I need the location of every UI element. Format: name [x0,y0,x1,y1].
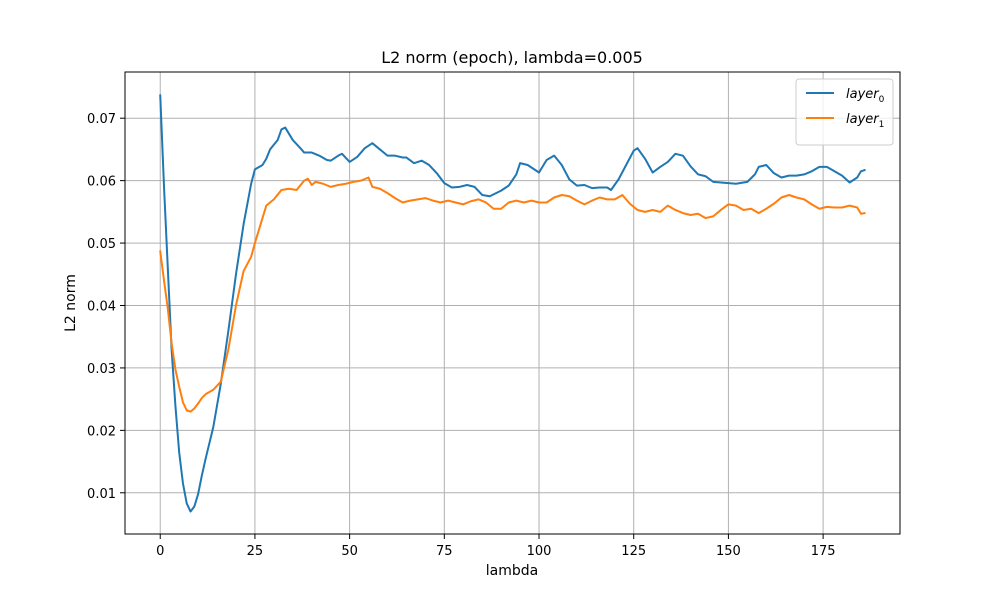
y-axis-label: L2 norm [63,274,79,332]
x-tick-label: 125 [621,544,646,559]
series-lines [159,94,866,513]
plot-frame [124,71,901,535]
x-tick-label: 25 [247,544,264,559]
chart-title: L2 norm (epoch), lambda=0.005 [381,48,643,67]
x-tick-label: 75 [436,544,453,559]
legend-label-subscript: 1 [879,120,885,130]
y-tick-label: 0.03 [87,362,116,377]
y-tick-label: 0.04 [87,299,116,314]
x-axis-label: lambda [486,563,538,579]
x-tick-label: 0 [156,544,164,559]
y-tick-label: 0.07 [87,112,116,127]
legend-label-name: layer [846,87,880,102]
x-tick-label: 150 [716,544,741,559]
legend-label: layer0 [846,87,885,105]
x-tick-label: 50 [341,544,358,559]
y-tick-label: 0.01 [87,487,116,502]
x-tick-label: 100 [527,544,552,559]
legend-label-name: layer [846,112,880,127]
y-tick-label: 0.02 [87,424,116,439]
y-tick-label: 0.05 [87,237,116,252]
grid [125,72,900,534]
x-axis-ticks: 0 25 50 75 100 125 150 175 [156,534,836,559]
series-line-layer-1 [159,176,866,413]
x-tick-label: 175 [811,544,836,559]
series-line-layer-0 [159,94,866,513]
y-axis-ticks: 0.01 0.02 0.03 0.04 0.05 0.06 0.07 [87,112,125,502]
y-tick-label: 0.06 [87,175,116,190]
legend-label: layer1 [846,112,884,130]
legend-label-subscript: 0 [879,95,885,105]
legend-box [795,78,894,146]
